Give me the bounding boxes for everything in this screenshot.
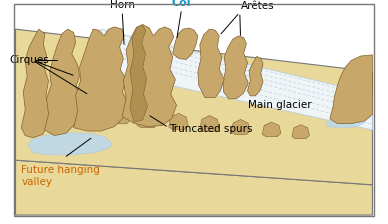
Polygon shape: [137, 110, 158, 128]
Polygon shape: [74, 27, 128, 131]
Polygon shape: [173, 28, 198, 59]
Polygon shape: [169, 113, 188, 129]
Text: Arêtes: Arêtes: [241, 1, 274, 11]
Text: Truncated spurs: Truncated spurs: [169, 124, 252, 134]
Polygon shape: [28, 133, 113, 155]
Polygon shape: [223, 36, 248, 99]
Polygon shape: [122, 25, 177, 127]
Polygon shape: [200, 116, 219, 132]
Polygon shape: [198, 29, 224, 97]
Text: Col: Col: [172, 0, 191, 8]
Polygon shape: [330, 55, 372, 124]
Polygon shape: [45, 29, 81, 136]
Polygon shape: [262, 122, 281, 137]
Polygon shape: [16, 29, 372, 185]
Text: Main glacier: Main glacier: [248, 100, 312, 110]
Polygon shape: [101, 29, 372, 130]
Polygon shape: [292, 125, 310, 139]
Text: Cirques: Cirques: [10, 56, 49, 65]
Polygon shape: [248, 56, 263, 96]
Polygon shape: [326, 120, 365, 128]
Polygon shape: [231, 119, 250, 135]
Polygon shape: [130, 25, 147, 122]
Polygon shape: [109, 105, 131, 124]
Polygon shape: [21, 29, 50, 138]
Text: Horn: Horn: [110, 0, 135, 10]
Text: Future hanging
valley: Future hanging valley: [21, 165, 100, 187]
Polygon shape: [16, 160, 372, 215]
